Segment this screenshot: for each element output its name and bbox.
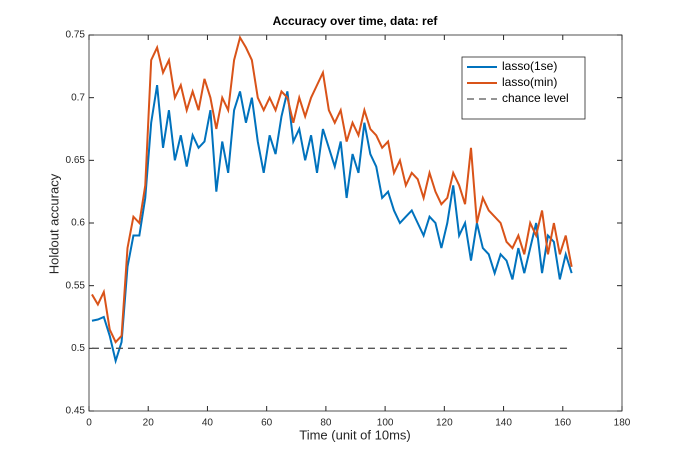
x-tick-label: 80 bbox=[320, 418, 332, 429]
x-tick-label: 140 bbox=[495, 418, 512, 429]
x-tick-label: 120 bbox=[436, 418, 453, 429]
x-tick-label: 40 bbox=[202, 418, 214, 429]
y-tick-label: 0.6 bbox=[71, 218, 85, 229]
y-tick-label: 0.45 bbox=[66, 406, 86, 417]
legend-label: lasso(min) bbox=[502, 75, 557, 89]
series-line bbox=[91, 34, 573, 344]
legend-label: lasso(1se) bbox=[502, 59, 557, 73]
y-tick-label: 0.5 bbox=[71, 343, 85, 354]
x-axis-label: Time (unit of 10ms) bbox=[299, 427, 411, 442]
y-tick-label: 0.65 bbox=[66, 155, 86, 166]
x-tick-label: 0 bbox=[86, 418, 92, 429]
x-tick-label: 60 bbox=[261, 418, 273, 429]
legend-label: chance level bbox=[502, 91, 569, 105]
y-tick-label: 0.55 bbox=[66, 280, 86, 291]
y-tick-label: 0.7 bbox=[71, 92, 85, 103]
y-tick-label: 0.75 bbox=[66, 30, 86, 41]
x-tick-label: 180 bbox=[614, 418, 631, 429]
x-tick-label: 100 bbox=[377, 418, 394, 429]
series-line bbox=[91, 84, 573, 365]
x-tick-label: 160 bbox=[554, 418, 571, 429]
y-axis-label: Holdout accuracy bbox=[46, 173, 61, 274]
chart-title: Accuracy over time, data: ref bbox=[273, 14, 439, 28]
x-tick-label: 20 bbox=[143, 418, 155, 429]
